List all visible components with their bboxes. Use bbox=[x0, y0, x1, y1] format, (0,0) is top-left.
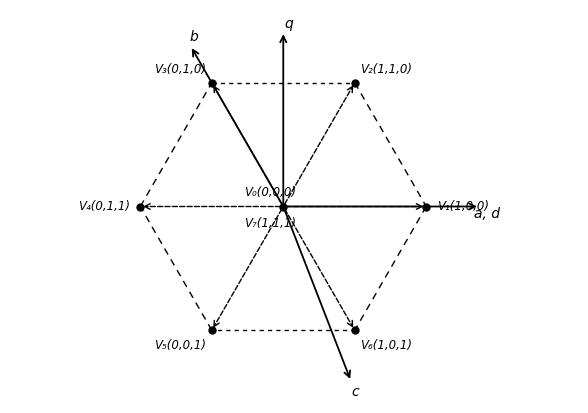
Text: V₆(1,0,1): V₆(1,0,1) bbox=[360, 339, 412, 352]
Text: V₀(0,0,0): V₀(0,0,0) bbox=[244, 186, 296, 199]
Text: V₃(0,1,0): V₃(0,1,0) bbox=[154, 62, 206, 76]
Text: c: c bbox=[352, 385, 359, 399]
Text: a, d: a, d bbox=[474, 206, 500, 221]
Text: V₂(1,1,0): V₂(1,1,0) bbox=[360, 62, 412, 76]
Text: V₇(1,1,1): V₇(1,1,1) bbox=[244, 217, 296, 230]
Text: b: b bbox=[189, 30, 198, 44]
Text: V₅(0,0,1): V₅(0,0,1) bbox=[154, 339, 206, 352]
Text: V₄(0,1,1): V₄(0,1,1) bbox=[78, 200, 129, 213]
Text: V₁(1,0,0): V₁(1,0,0) bbox=[437, 200, 489, 213]
Text: q: q bbox=[284, 17, 293, 31]
